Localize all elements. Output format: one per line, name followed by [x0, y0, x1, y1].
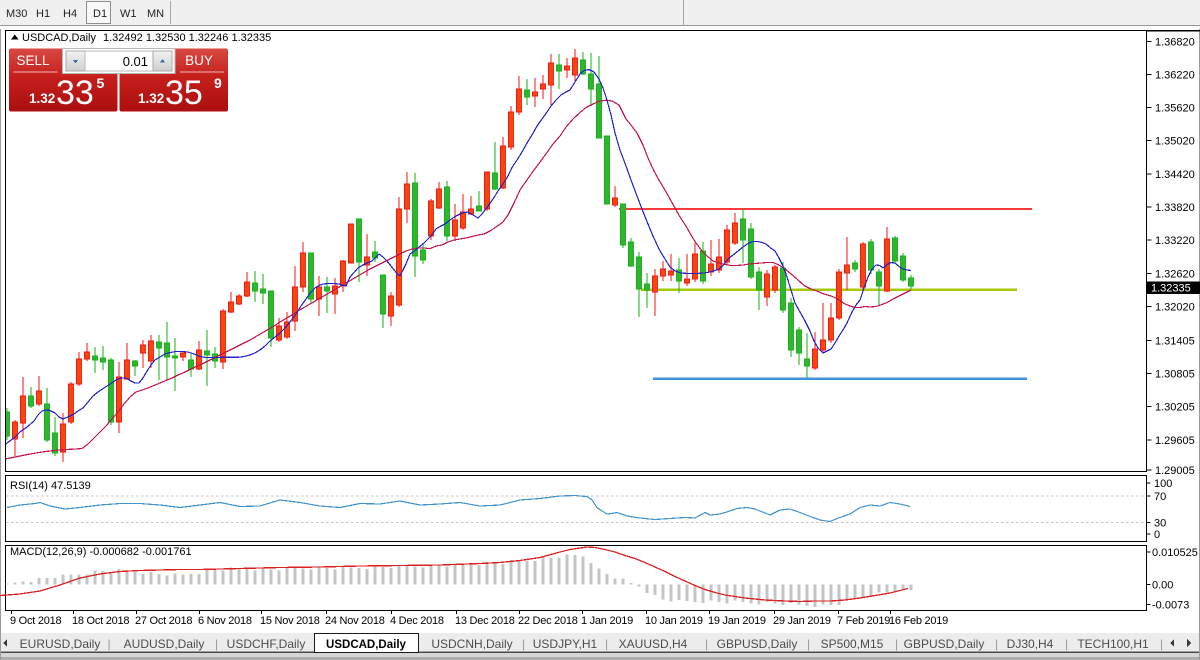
- svg-text:1 Jan 2019: 1 Jan 2019: [581, 615, 633, 627]
- svg-text:1.32: 1.32: [138, 91, 164, 106]
- svg-text:1.30805: 1.30805: [1155, 369, 1195, 381]
- svg-text:SP500,M15: SP500,M15: [821, 637, 884, 651]
- svg-text:USDCHF,Daily: USDCHF,Daily: [227, 637, 306, 651]
- svg-text:0.01: 0.01: [123, 54, 148, 69]
- svg-text:|: |: [522, 637, 525, 651]
- svg-text:1.32620: 1.32620: [1155, 268, 1195, 280]
- svg-text:13 Dec 2018: 13 Dec 2018: [455, 615, 515, 627]
- svg-text:0.010525: 0.010525: [1152, 547, 1198, 559]
- svg-text:27 Oct 2018: 27 Oct 2018: [135, 615, 192, 627]
- svg-text:GBPUSD,Daily: GBPUSD,Daily: [904, 637, 985, 651]
- svg-text:1.33820: 1.33820: [1155, 202, 1195, 214]
- svg-text:|: |: [807, 637, 810, 651]
- svg-text:0: 0: [1154, 529, 1160, 541]
- svg-text:-0.0073: -0.0073: [1152, 599, 1189, 611]
- svg-text:AUDUSD,Daily: AUDUSD,Daily: [124, 637, 205, 651]
- svg-text:35: 35: [165, 74, 203, 112]
- svg-text:100: 100: [1154, 478, 1172, 490]
- svg-text:1.30205: 1.30205: [1155, 402, 1195, 414]
- svg-text:W1: W1: [120, 8, 137, 20]
- svg-text:USDCAD,Daily: USDCAD,Daily: [326, 639, 406, 651]
- svg-text:6 Nov 2018: 6 Nov 2018: [198, 615, 252, 627]
- svg-text:1.36820: 1.36820: [1155, 36, 1195, 48]
- svg-text:MN: MN: [147, 8, 164, 20]
- svg-text:H4: H4: [63, 8, 77, 20]
- svg-text:7 Feb 2019: 7 Feb 2019: [837, 615, 890, 627]
- svg-text:|: |: [705, 637, 708, 651]
- svg-text:SELL: SELL: [16, 53, 50, 68]
- svg-text:D1: D1: [93, 8, 107, 20]
- svg-text:TECH100,H1: TECH100,H1: [1077, 637, 1149, 651]
- svg-text:H1: H1: [36, 8, 50, 20]
- svg-text:EURUSD,Daily: EURUSD,Daily: [20, 637, 101, 651]
- svg-text:USDJPY,H1: USDJPY,H1: [533, 637, 598, 651]
- svg-text:1.36220: 1.36220: [1155, 69, 1195, 81]
- svg-text:4 Dec 2018: 4 Dec 2018: [390, 615, 444, 627]
- svg-text:USDCNH,Daily: USDCNH,Daily: [431, 637, 512, 651]
- svg-text:DJ30,H4: DJ30,H4: [1007, 637, 1054, 651]
- svg-text:1.29605: 1.29605: [1155, 435, 1195, 447]
- svg-text:USDCAD,Daily: USDCAD,Daily: [22, 32, 96, 44]
- svg-text:1.32492 1.32530 1.32246 1.3233: 1.32492 1.32530 1.32246 1.32335: [103, 32, 271, 44]
- svg-text:|: |: [108, 637, 111, 651]
- svg-text:RSI(14) 47.5139: RSI(14) 47.5139: [10, 480, 91, 492]
- svg-text:M30: M30: [6, 8, 27, 20]
- svg-text:9 Oct 2018: 9 Oct 2018: [10, 615, 61, 627]
- svg-text:1.35020: 1.35020: [1155, 136, 1195, 148]
- svg-text:1.29005: 1.29005: [1155, 465, 1195, 477]
- svg-text:BUY: BUY: [185, 53, 213, 68]
- svg-text:GBPUSD,Daily: GBPUSD,Daily: [717, 637, 798, 651]
- svg-text:0.00: 0.00: [1152, 580, 1173, 592]
- svg-text:5: 5: [97, 75, 105, 91]
- svg-text:10 Jan 2019: 10 Jan 2019: [645, 615, 703, 627]
- svg-text:|: |: [1160, 637, 1163, 651]
- svg-text:29 Jan 2019: 29 Jan 2019: [773, 615, 831, 627]
- svg-text:1.32020: 1.32020: [1155, 302, 1195, 314]
- svg-text:1.33220: 1.33220: [1155, 235, 1195, 247]
- svg-text:|: |: [1065, 637, 1068, 651]
- svg-text:1.34420: 1.34420: [1155, 169, 1195, 181]
- svg-text:XAUUSD,H4: XAUUSD,H4: [619, 637, 688, 651]
- svg-text:19 Jan 2019: 19 Jan 2019: [708, 615, 766, 627]
- svg-text:|: |: [605, 637, 608, 651]
- svg-text:1.32: 1.32: [29, 91, 55, 106]
- svg-text:24 Nov 2018: 24 Nov 2018: [325, 615, 385, 627]
- svg-text:|: |: [995, 637, 998, 651]
- svg-text:18 Oct 2018: 18 Oct 2018: [72, 615, 129, 627]
- svg-text:9: 9: [214, 75, 222, 91]
- svg-text:33: 33: [56, 74, 94, 112]
- svg-text:16 Feb 2019: 16 Feb 2019: [889, 615, 948, 627]
- svg-text:70: 70: [1154, 491, 1166, 503]
- svg-text:1.32335: 1.32335: [1151, 282, 1191, 294]
- svg-text:15 Nov 2018: 15 Nov 2018: [260, 615, 320, 627]
- svg-text:30: 30: [1154, 517, 1166, 529]
- svg-text:22 Dec 2018: 22 Dec 2018: [518, 615, 578, 627]
- svg-text:1.35620: 1.35620: [1155, 103, 1195, 115]
- svg-text:|: |: [215, 637, 218, 651]
- svg-text:MACD(12,26,9) -0.000682 -0.001: MACD(12,26,9) -0.000682 -0.001761: [10, 546, 192, 558]
- svg-text:1.31405: 1.31405: [1155, 335, 1195, 347]
- svg-text:|: |: [895, 637, 898, 651]
